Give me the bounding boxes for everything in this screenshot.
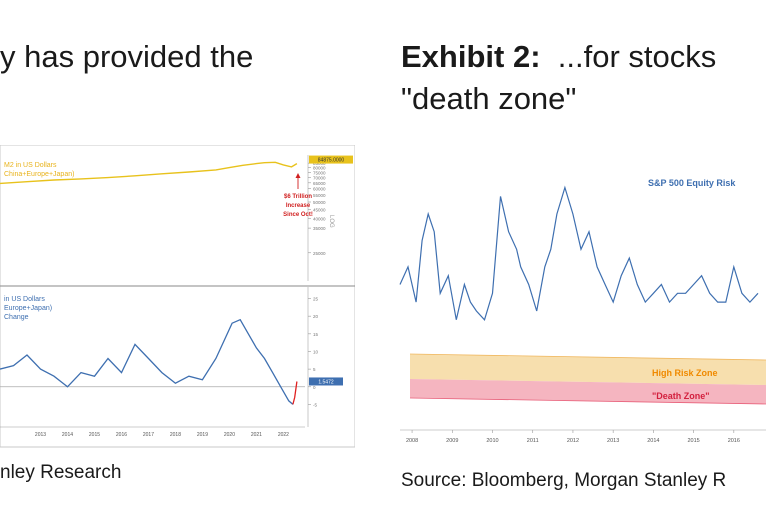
m2-y-tick-label: 45000	[313, 208, 326, 213]
m2-y-tick-label: 80000	[313, 166, 326, 171]
high-risk-zone-band	[410, 354, 766, 385]
yoy-y-tick-label: 10	[313, 349, 319, 354]
exhibit-label: Exhibit 2:	[401, 39, 541, 74]
erp-x-tick-label: 2014	[647, 438, 659, 444]
left-chart-frame	[0, 145, 355, 448]
right-exhibit-title-line-2: "death zone"	[401, 81, 577, 116]
m2-y-tick-label: 85000	[313, 161, 326, 166]
yoy-recent-uptick-line	[292, 381, 298, 405]
erp-chart-title: S&P 500 Equity Risk	[648, 178, 736, 188]
erp-x-tick-label: 2013	[607, 438, 619, 444]
yoy-x-tick-label: 2019	[197, 432, 208, 438]
right-exhibit-chart: High Risk Zone "Death Zone" S&P 500 Equity…	[399, 178, 767, 444]
yoy-series-line	[0, 318, 294, 405]
right-exhibit-title-line-1: Exhibit 2: ...for stocks	[401, 37, 716, 77]
m2-title: M2 in US Dollars	[4, 162, 57, 169]
yoy-x-tick-label: 2014	[62, 432, 73, 438]
m2-y-tick-label: 50000	[313, 200, 326, 205]
yoy-last-value-badge	[309, 377, 343, 386]
m2-last-value-label: 84875.0000	[318, 158, 345, 164]
yoy-x-tick-label: 2013	[35, 432, 46, 438]
m2-y-tick-label: 35000	[313, 226, 326, 231]
right-exhibit-title-text: ...for stocks	[557, 39, 717, 74]
erp-panel: High Risk Zone "Death Zone" S&P 500 Equity…	[399, 178, 767, 444]
right-exhibit-source: Source: Bloomberg, Morgan Stanley R	[401, 470, 727, 491]
erp-series-line	[399, 185, 759, 321]
left-exhibit-title: y has provided the	[0, 39, 254, 74]
m2-annotation-arrowhead	[295, 173, 301, 178]
yoy-x-tick-label: 2015	[89, 432, 100, 438]
yoy-y-tick-label: -5	[313, 402, 317, 407]
m2-y-tick-label: 75000	[313, 170, 326, 175]
erp-x-tick-label: 2011	[527, 438, 539, 444]
m2-annotation-line: Since Oct!	[283, 212, 313, 218]
m2-series-line	[0, 161, 298, 185]
yoy-last-value-label: 1.5472	[318, 379, 334, 385]
m2-panel: 25000 35000 40000 45000 50000 550006000065000…	[0, 155, 353, 281]
yoy-title: in US Dollars	[4, 296, 45, 303]
yoy-y-tick-label: 0	[313, 385, 316, 390]
m2-y-tick-label: 25000	[313, 251, 326, 256]
yoy-x-tick-label: 2022	[278, 432, 289, 438]
death-zone-label: "Death Zone"	[652, 391, 710, 401]
m2-y-tick-label: 65000	[313, 181, 326, 186]
yoy-subtitle: Europe+Japan)	[4, 305, 52, 312]
erp-x-tick-label: 2008	[406, 438, 418, 444]
m2-y-tick-label: 40000	[313, 216, 326, 221]
erp-x-tick-label: 2015	[687, 438, 699, 444]
high-risk-zone-edge	[409, 353, 767, 361]
erp-x-tick-label: 2010	[486, 438, 498, 444]
left-exhibit-source: nley Research	[0, 462, 122, 483]
m2-y-tick-label: 60000	[313, 187, 326, 192]
m2-annotation-line: Increase	[286, 203, 311, 209]
yoy-x-tick-label: 2017	[143, 432, 154, 438]
m2-y-tick-label: 70000	[313, 175, 326, 180]
m2-annotation-line: $6 Trillion	[284, 194, 312, 200]
yoy-x-tick-label: 2016	[116, 432, 127, 438]
yoy-label: Change	[4, 314, 29, 321]
erp-x-tick-label: 2009	[446, 438, 458, 444]
left-exhibit-chart: 25000 35000 40000 45000 50000 550006000065000…	[0, 145, 355, 448]
yoy-x-tick-label: 2018	[170, 432, 181, 438]
yoy-x-tick-label: 2020	[224, 432, 235, 438]
yoy-x-tick-label: 2021	[251, 432, 262, 438]
m2-y-tick-label: 55000	[313, 193, 326, 198]
yoy-y-tick-label: 15	[313, 332, 319, 337]
death-zone-edge	[409, 397, 767, 405]
death-zone-band	[410, 379, 766, 404]
m2-y-axis-label: LOG	[328, 215, 334, 228]
erp-x-tick-label: 2016	[728, 438, 740, 444]
yoy-y-tick-label: 5	[313, 367, 316, 372]
m2-subtitle: China+Europe+Japan)	[4, 171, 74, 178]
yoy-y-tick-label: 20	[313, 314, 319, 319]
high-risk-zone-label: High Risk Zone	[652, 368, 718, 378]
m2-last-value-badge	[309, 155, 353, 164]
yoy-y-tick-label: 25	[313, 297, 319, 302]
erp-x-tick-label: 2012	[567, 438, 579, 444]
